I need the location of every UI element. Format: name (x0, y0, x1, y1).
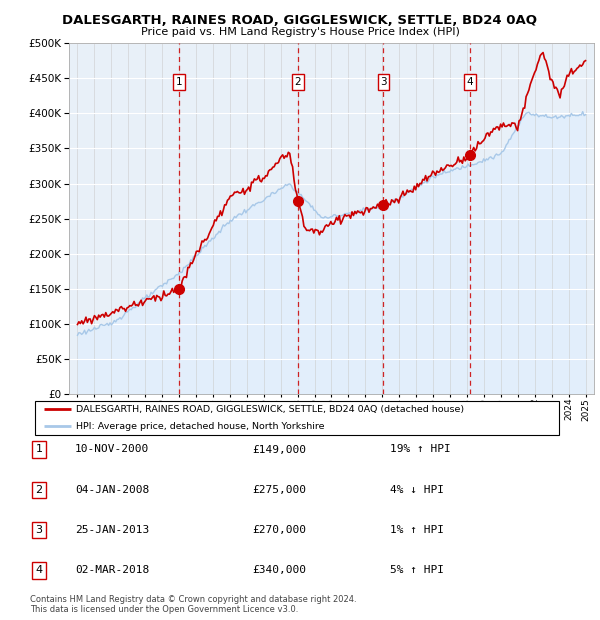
Text: DALESGARTH, RAINES ROAD, GIGGLESWICK, SETTLE, BD24 0AQ (detached house): DALESGARTH, RAINES ROAD, GIGGLESWICK, SE… (76, 405, 464, 414)
Text: HPI: Average price, detached house, North Yorkshire: HPI: Average price, detached house, Nort… (76, 422, 325, 431)
Text: £149,000: £149,000 (252, 445, 306, 454)
Text: 4: 4 (467, 77, 473, 87)
Text: 4: 4 (35, 565, 43, 575)
Text: £270,000: £270,000 (252, 525, 306, 535)
Text: DALESGARTH, RAINES ROAD, GIGGLESWICK, SETTLE, BD24 0AQ: DALESGARTH, RAINES ROAD, GIGGLESWICK, SE… (62, 14, 538, 27)
Text: 02-MAR-2018: 02-MAR-2018 (75, 565, 149, 575)
Text: 2: 2 (35, 485, 43, 495)
Text: £340,000: £340,000 (252, 565, 306, 575)
Text: 3: 3 (380, 77, 387, 87)
Text: 5% ↑ HPI: 5% ↑ HPI (390, 565, 444, 575)
Text: 4% ↓ HPI: 4% ↓ HPI (390, 485, 444, 495)
FancyBboxPatch shape (35, 401, 559, 435)
Text: 1: 1 (35, 445, 43, 454)
Text: 25-JAN-2013: 25-JAN-2013 (75, 525, 149, 535)
Text: 3: 3 (35, 525, 43, 535)
Text: Price paid vs. HM Land Registry's House Price Index (HPI): Price paid vs. HM Land Registry's House … (140, 27, 460, 37)
Text: 2: 2 (295, 77, 301, 87)
Text: This data is licensed under the Open Government Licence v3.0.: This data is licensed under the Open Gov… (30, 604, 298, 614)
Text: 1: 1 (176, 77, 182, 87)
Text: 04-JAN-2008: 04-JAN-2008 (75, 485, 149, 495)
Text: Contains HM Land Registry data © Crown copyright and database right 2024.: Contains HM Land Registry data © Crown c… (30, 595, 356, 604)
Text: 10-NOV-2000: 10-NOV-2000 (75, 445, 149, 454)
Text: £275,000: £275,000 (252, 485, 306, 495)
Text: 1% ↑ HPI: 1% ↑ HPI (390, 525, 444, 535)
Text: 19% ↑ HPI: 19% ↑ HPI (390, 445, 451, 454)
